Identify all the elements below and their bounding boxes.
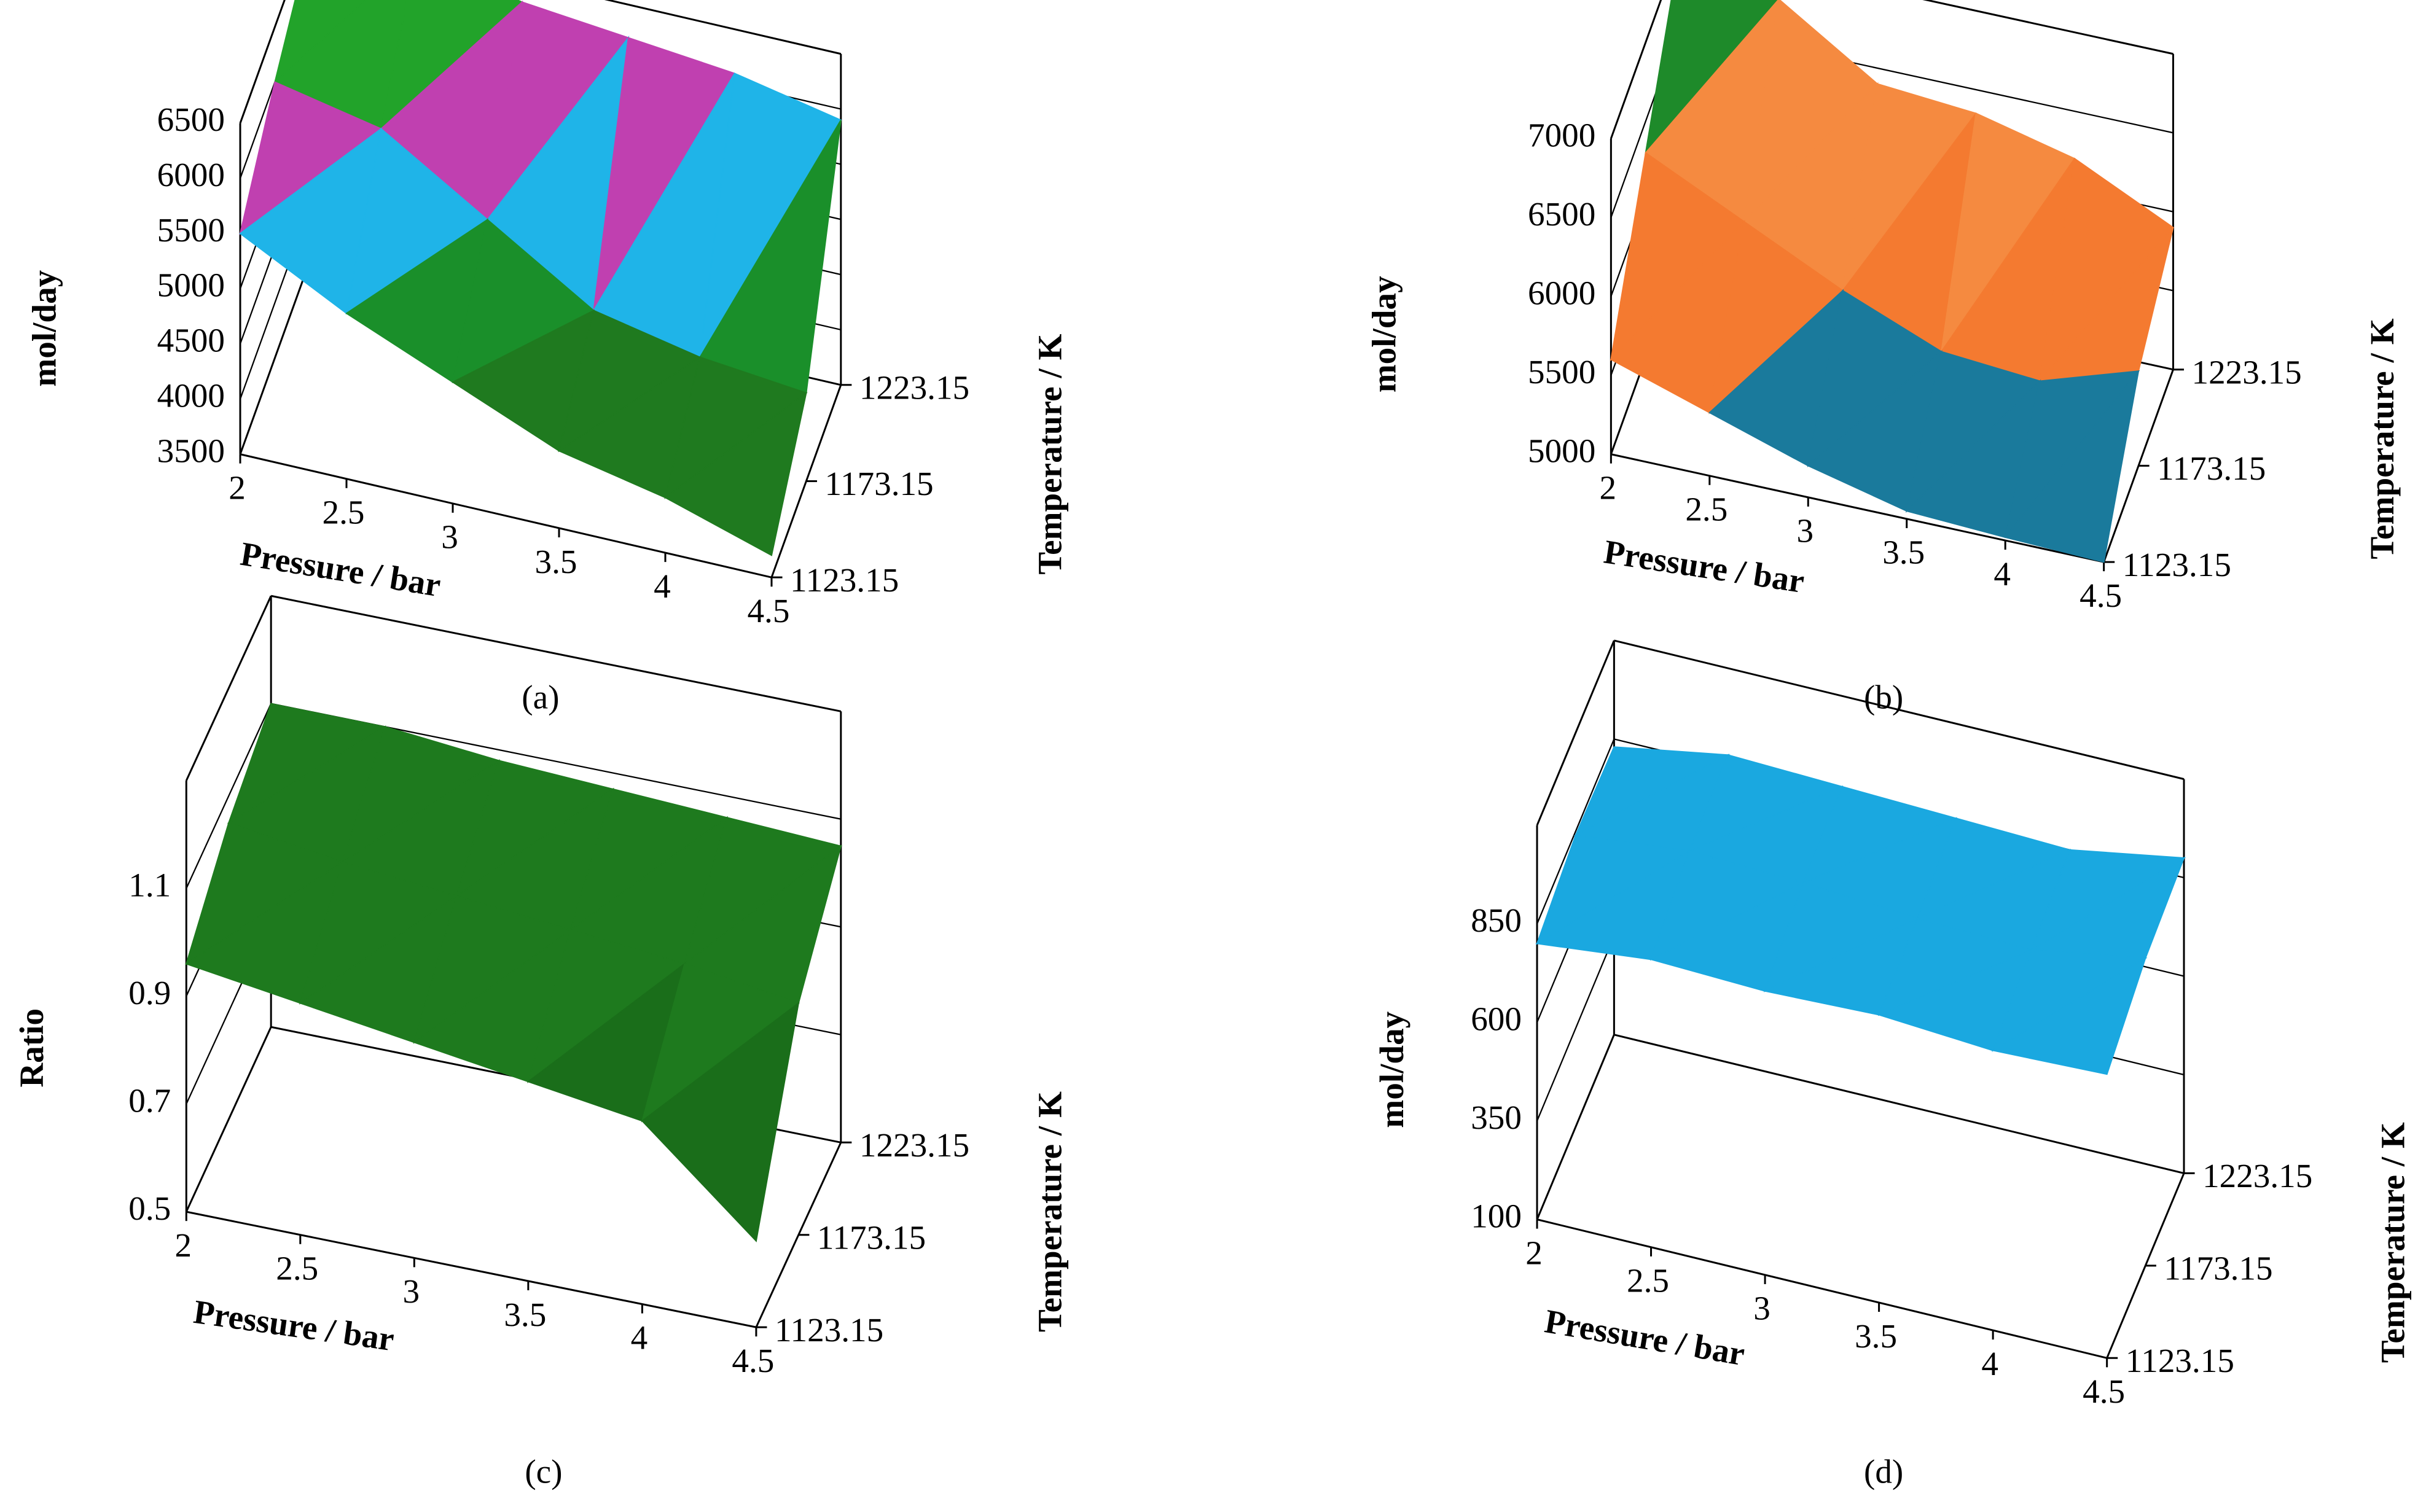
- surface-facet: [2004, 370, 2140, 563]
- panel-label: (c): [525, 1452, 562, 1490]
- axis-line: [185, 595, 272, 781]
- z-axis-title: mol/day: [1373, 1011, 1410, 1128]
- y-tick-label: 1173.15: [2157, 450, 2266, 487]
- y-tick-label: 1223.15: [859, 368, 969, 406]
- z-tick-label: 7000: [1528, 116, 1595, 154]
- x-tick-label: 3.5: [1882, 534, 1925, 571]
- z-tick-label: 4000: [157, 376, 225, 414]
- z-tick-label: 0.7: [128, 1081, 171, 1119]
- grid-line: [239, 261, 310, 454]
- surface-facet: [641, 1002, 800, 1242]
- x-tick-label: 4: [654, 567, 671, 605]
- y-tick-label: 1123.15: [790, 561, 899, 599]
- z-tick-label: 100: [1471, 1197, 1522, 1234]
- surface-facet: [664, 391, 807, 556]
- y-tick-label: 1123.15: [775, 1311, 883, 1349]
- surface-chart: 0.50.70.91.122.533.544.51123.151173.1512…: [13, 594, 1068, 1490]
- x-tick-label: 2: [1600, 469, 1617, 506]
- x-tick-label: 3.5: [1855, 1317, 1897, 1355]
- grid-line: [1536, 1034, 1615, 1220]
- x-axis-title: Pressure / bar: [1542, 1302, 1747, 1373]
- x-tick-label: 2: [1525, 1234, 1543, 1271]
- z-tick-label: 0.5: [128, 1190, 171, 1227]
- axis-line: [1614, 639, 2185, 781]
- z-tick-label: 5500: [1528, 353, 1595, 391]
- y-tick-label: 1173.15: [2164, 1250, 2272, 1287]
- z-axis-title: mol/day: [25, 270, 63, 386]
- y-tick-label: 1223.15: [859, 1126, 969, 1164]
- x-tick-label: 2: [229, 469, 246, 506]
- grid-line: [1536, 935, 1615, 1121]
- z-tick-label: 5000: [1528, 432, 1595, 469]
- y-axis-title: Temperature / K: [2363, 318, 2401, 559]
- x-tick-label: 3.5: [535, 543, 577, 580]
- x-tick-label: 3: [1796, 512, 1814, 550]
- z-tick-label: 350: [1471, 1099, 1522, 1136]
- x-tick-label: 3: [403, 1272, 420, 1310]
- x-axis-title: Pressure / bar: [238, 535, 443, 604]
- grid-line: [1610, 0, 1662, 139]
- y-axis-title: Temperature / K: [1031, 1091, 1068, 1332]
- axis-line: [1611, 453, 2104, 563]
- y-tick-label: 1123.15: [2123, 546, 2231, 583]
- z-tick-label: 6000: [157, 156, 225, 193]
- z-tick-label: 6000: [1528, 274, 1595, 311]
- x-tick-label: 4: [631, 1319, 648, 1356]
- axis-line: [1536, 640, 1615, 826]
- z-tick-label: 5500: [157, 211, 225, 249]
- x-tick-label: 3: [1753, 1290, 1770, 1327]
- x-tick-label: 4: [1981, 1345, 1998, 1382]
- x-tick-label: 4.5: [2083, 1373, 2125, 1410]
- x-tick-label: 4.5: [2080, 577, 2122, 614]
- x-tick-label: 2.5: [323, 494, 365, 531]
- grid-line: [1923, 0, 2173, 55]
- axis-line: [270, 594, 842, 712]
- grid-line: [239, 0, 286, 123]
- grid-line: [1536, 738, 1615, 924]
- z-tick-label: 6500: [1528, 195, 1595, 233]
- z-tick-label: 850: [1471, 902, 1522, 939]
- y-axis-title: Temperature / K: [1031, 333, 1068, 574]
- z-tick-label: 3500: [157, 432, 225, 469]
- x-axis-title: Pressure / bar: [191, 1293, 396, 1358]
- x-tick-label: 4.5: [747, 592, 789, 629]
- x-tick-label: 3.5: [504, 1296, 546, 1333]
- grid-line: [186, 703, 272, 889]
- y-tick-label: 1123.15: [2126, 1342, 2234, 1379]
- y-tick-label: 1173.15: [817, 1218, 926, 1256]
- panel-label: (d): [1864, 1452, 1903, 1490]
- y-tick-label: 1223.15: [2192, 353, 2302, 391]
- axis-line: [1536, 1218, 2108, 1359]
- x-tick-label: 3: [441, 518, 458, 556]
- axis-line: [240, 453, 772, 579]
- y-tick-label: 1173.15: [824, 465, 933, 502]
- x-axis-title: Pressure / bar: [1602, 532, 1807, 600]
- z-tick-label: 5000: [157, 267, 225, 304]
- grid-line: [605, 0, 842, 55]
- surface-chart: 3500 4000 4500 5000 5500 6000 6500 2 2.5 3 3.5 4 4.5…: [25, 0, 1068, 715]
- z-tick-label: 6500: [157, 101, 225, 138]
- axis-line: [186, 1210, 757, 1328]
- z-axis-title: Ratio: [13, 1008, 50, 1088]
- grid-line: [186, 1026, 272, 1212]
- y-tick-label: 1223.15: [2202, 1157, 2312, 1194]
- x-tick-label: 2.5: [276, 1250, 318, 1287]
- z-axis-title: mol/day: [1365, 276, 1403, 392]
- panel-label: (a): [522, 678, 559, 715]
- surface-facet: [1991, 956, 2147, 1075]
- z-tick-label: 4500: [157, 322, 225, 359]
- x-tick-label: 4.5: [732, 1342, 774, 1379]
- z-tick-label: 1.1: [128, 866, 171, 903]
- x-tick-label: 2: [174, 1226, 192, 1264]
- z-tick-label: 600: [1471, 1000, 1522, 1037]
- z-tick-label: 0.9: [128, 974, 171, 1011]
- y-axis-title: Temperature / K: [2374, 1122, 2412, 1363]
- x-tick-label: 4: [1993, 555, 2011, 593]
- grid-line: [1614, 1034, 2185, 1174]
- x-tick-label: 2.5: [1627, 1262, 1669, 1300]
- x-tick-label: 2.5: [1685, 491, 1727, 528]
